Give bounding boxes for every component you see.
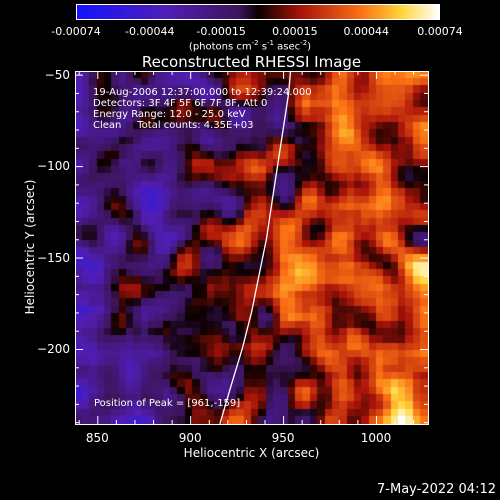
heatmap-image: [75, 71, 428, 424]
colorbar: [76, 4, 440, 20]
colorbar-tick-label: 0.00044: [343, 25, 389, 38]
y-tick-labels: −50 −100 −150 −200: [0, 0, 70, 500]
x-axis-label: Heliocentric X (arcsec): [183, 446, 320, 460]
footer-timestamp: 7-May-2022 04:12: [377, 482, 496, 497]
chart-title: Reconstructed RHESSI Image: [141, 53, 362, 71]
y-tick-label: −50: [44, 67, 70, 82]
colorbar-tick-label: 0.00074: [417, 25, 463, 38]
x-tick-label: 900: [178, 431, 202, 445]
annotation-peak-position: Position of Peak = [961,-159]: [94, 398, 241, 409]
y-tick-label: −150: [37, 250, 70, 265]
colorbar-tick-label: 0.00015: [272, 25, 318, 38]
annotation-detectors: Detectors: 3F 4F 5F 6F 7F 8F, Att 0: [93, 98, 268, 109]
annotation-time-range: 19-Aug-2006 12:37:00.000 to 12:39:24.000: [93, 87, 312, 98]
annotation-energy-range: Energy Range: 12.0 - 25.0 keV: [93, 109, 246, 120]
colorbar-tick-label: -0.00074: [51, 25, 101, 38]
solar-limb-curve: [219, 70, 292, 425]
colorbar-tick-labels: -0.00074 -0.00044 -0.00015 0.00015 0.00044 0.…: [0, 25, 500, 39]
y-tick-label: −100: [37, 159, 70, 174]
colorbar-unit-label: (photons cm-2 s-1 asec-2): [188, 39, 312, 53]
x-tick-label: 1000: [360, 431, 392, 445]
y-axis-label: Heliocentric Y (arcsec): [23, 179, 37, 315]
x-tick-label: 950: [271, 431, 295, 445]
annotation-block: 19-Aug-2006 12:37:00.000 to 12:39:24.000…: [93, 87, 312, 131]
colorbar-tick-label: -0.00044: [125, 25, 175, 38]
x-tick-labels: 850 900 950 1000: [0, 431, 500, 445]
y-tick-label: −200: [37, 342, 70, 356]
axis-ticks: [75, 71, 428, 424]
colorbar-tick-label: -0.00015: [196, 25, 246, 38]
x-tick-label: 850: [85, 431, 109, 445]
annotation-clean-counts: Clean Total counts: 4.35E+03: [93, 120, 254, 131]
plot-frame: [75, 71, 429, 425]
